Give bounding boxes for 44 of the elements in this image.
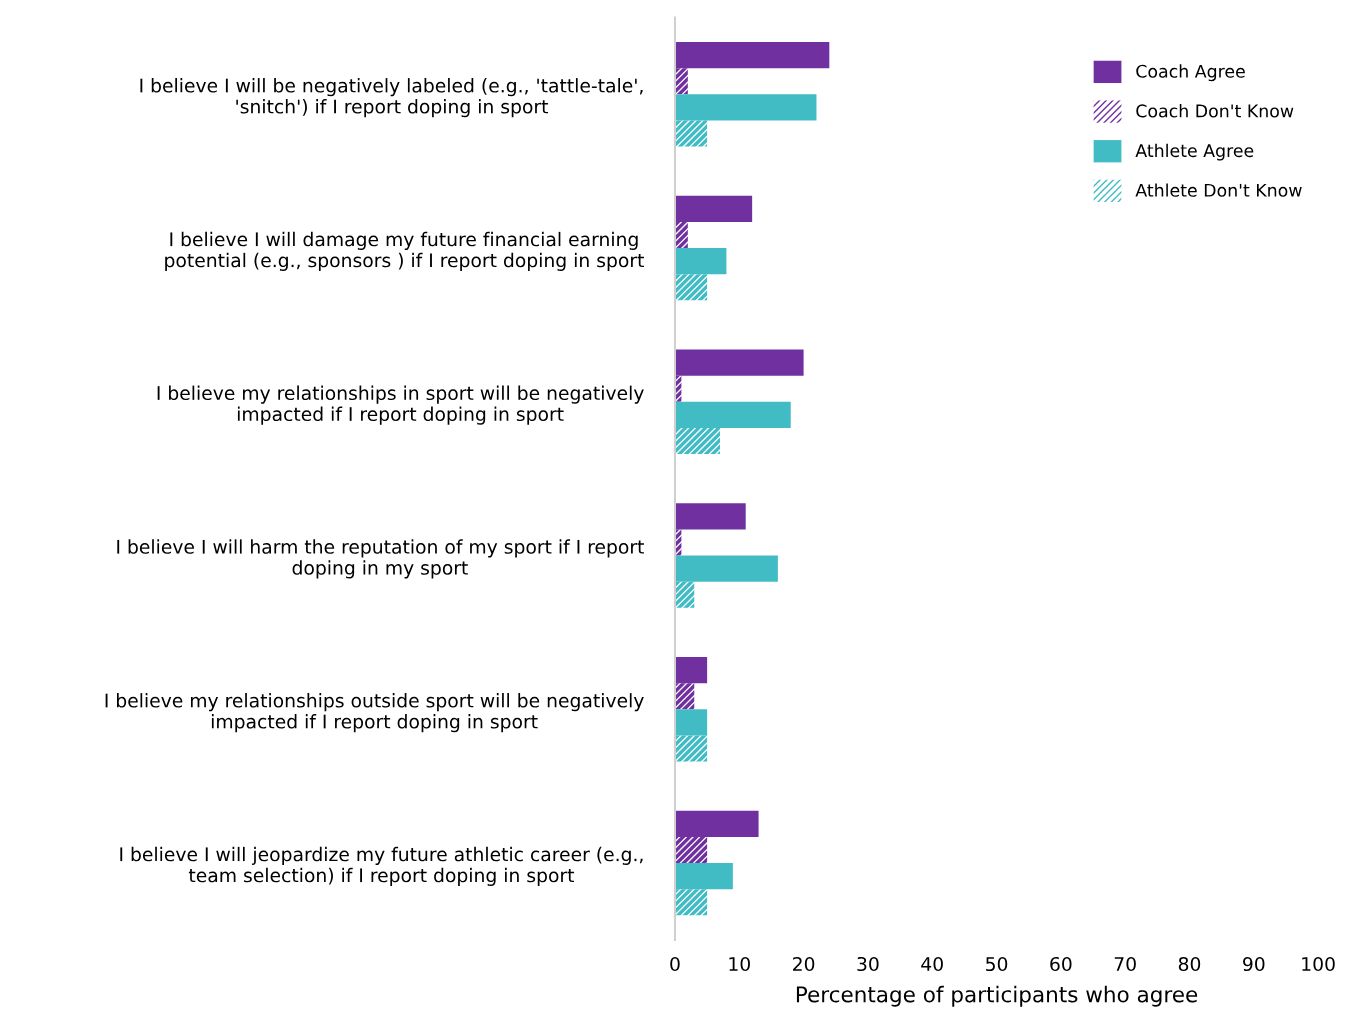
bar xyxy=(674,401,791,428)
legend-label: Coach Agree xyxy=(1136,64,1245,82)
bar xyxy=(674,657,708,684)
y-tick-label: I believe my relationships in sport will be negatively impacted if I report doping in sport xyxy=(157,385,644,425)
y-tick-label: I believe my relationships outside sport will be negatively impacted if I report doping in sport xyxy=(105,693,644,733)
bar xyxy=(674,581,695,608)
bar xyxy=(674,94,817,121)
bar xyxy=(674,735,708,762)
y-tick-label: I believe I will be negatively labeled (e.g., 'tattle-tale', 'snitch') if I report doping in sport xyxy=(140,78,643,118)
bar xyxy=(674,555,778,582)
x-tick-label: 0 xyxy=(670,956,680,972)
x-tick-label: 80 xyxy=(1178,956,1201,972)
bar xyxy=(674,68,688,95)
x-tick-label: 70 xyxy=(1114,956,1136,972)
bar xyxy=(674,42,830,69)
legend-label: Athlete Agree xyxy=(1135,143,1254,161)
bar xyxy=(674,709,708,736)
x-tick-label: 60 xyxy=(1050,956,1072,972)
bar xyxy=(674,810,759,837)
text: Athlete Don't Know xyxy=(1135,183,1302,197)
bar xyxy=(674,195,753,222)
bar xyxy=(674,427,720,455)
x-tick-label: 20 xyxy=(793,956,815,972)
x-axis-title: Percentage of participants who agree xyxy=(796,985,1198,1007)
bar xyxy=(674,836,708,864)
x-tick-label: 10 xyxy=(729,956,750,972)
bar xyxy=(674,503,746,530)
bar xyxy=(674,889,708,916)
y-tick-label: I believe I will jeopardize my future athletic career (e.g., team selection) if I report doping in sport xyxy=(120,846,643,886)
bar xyxy=(674,120,708,147)
y-tick-label: I believe I will harm the reputation of my sport if I report doping in my sport xyxy=(117,539,644,579)
bar xyxy=(674,221,688,249)
bar xyxy=(674,349,804,376)
x-tick-label: 90 xyxy=(1243,956,1265,972)
bar xyxy=(674,274,708,301)
x-tick-label: 50 xyxy=(986,956,1008,972)
text: Coach Don't Know xyxy=(1136,104,1294,118)
y-tick-label: I believe I will damage my future financial earning potential (e.g., sponsors ) if I report doping in sport xyxy=(165,231,644,271)
x-tick-label: 40 xyxy=(921,956,943,972)
x-tick-label: 100 xyxy=(1302,956,1335,972)
bar xyxy=(674,248,727,275)
x-tick-label: 30 xyxy=(857,956,879,972)
bar xyxy=(674,863,733,890)
bar xyxy=(674,683,695,710)
